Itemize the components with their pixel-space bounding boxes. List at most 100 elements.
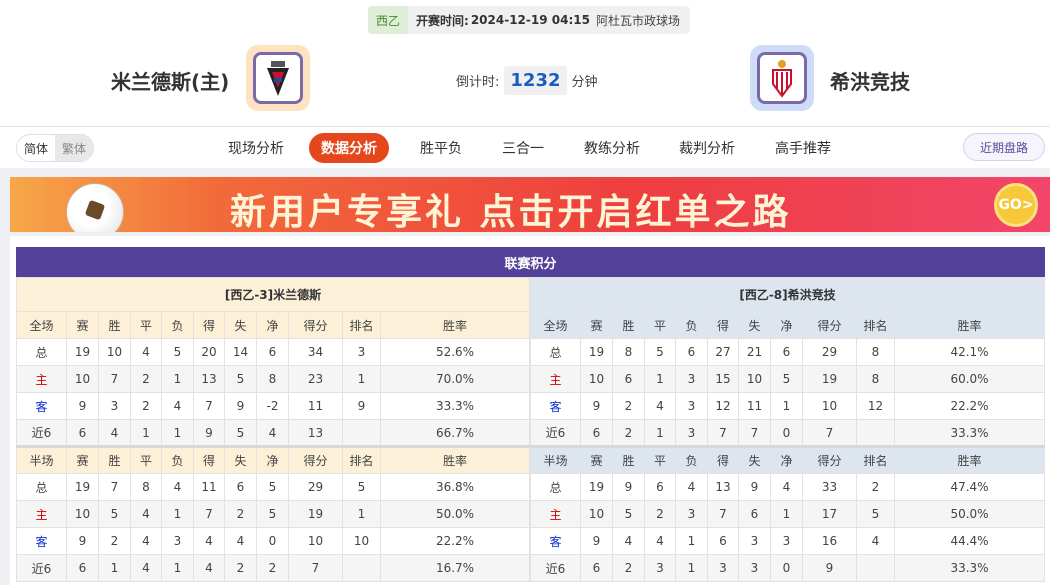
table-cell: 10	[66, 365, 99, 393]
column-header: 失	[224, 311, 257, 339]
table-cell: 6	[66, 554, 99, 582]
table-cell: 2	[130, 392, 162, 420]
table-cell: 6	[738, 500, 771, 528]
traditional-button[interactable]: 繁体	[55, 135, 93, 161]
table-cell: 9	[738, 473, 771, 501]
column-header: 负	[161, 445, 194, 474]
table-cell: 9	[802, 554, 857, 582]
row-label: 近6	[530, 419, 581, 447]
table-cell: 6	[580, 419, 613, 447]
table-cell: 9	[612, 473, 645, 501]
table-cell: 4	[130, 554, 162, 582]
countdown: 倒计时: 1232 分钟	[456, 66, 598, 95]
header-row: 半场赛胜平负得失净得分 排名 胜率	[16, 445, 530, 474]
column-header: 净	[770, 311, 803, 339]
table-cell: 4	[644, 527, 676, 555]
table-cell: 1	[675, 527, 708, 555]
table-cell: 7	[707, 419, 739, 447]
column-header: 胜率	[894, 311, 1045, 339]
table-cell: 4	[224, 527, 257, 555]
table-cell: 5	[612, 500, 645, 528]
table-cell: 42.1%	[894, 338, 1045, 366]
header-row: 半场赛胜平负得失净得分 排名 胜率	[530, 445, 1045, 474]
tab-referee-analysis[interactable]: 裁判分析	[679, 141, 735, 157]
simplified-button[interactable]: 简体	[23, 141, 48, 156]
table-cell: 33	[802, 473, 857, 501]
table-cell: -2	[256, 392, 289, 420]
header-row: 全场赛胜平负得失净得分 排名 胜率	[16, 311, 530, 339]
table-cell: 60.0%	[894, 365, 1045, 393]
table-cell	[342, 554, 381, 582]
column-header: 平	[644, 311, 676, 339]
tab-coach-analysis[interactable]: 教练分析	[584, 141, 640, 157]
table-cell: 66.7%	[380, 419, 530, 447]
countdown-value: 1232	[504, 66, 567, 95]
table-cell: 9	[580, 527, 613, 555]
table-row: 总 19 10 4 5 20 14 6 34 3 52.6%	[16, 338, 530, 366]
table-cell: 8	[612, 338, 645, 366]
table-cell: 22.2%	[380, 527, 530, 555]
row-label: 主	[16, 500, 67, 528]
tab-win-draw-loss[interactable]: 胜平负	[420, 141, 462, 157]
table-cell: 11	[738, 392, 771, 420]
table-cell: 1	[130, 419, 162, 447]
table-cell: 7	[802, 419, 857, 447]
tab-live-analysis[interactable]: 现场分析	[228, 141, 284, 157]
go-button[interactable]: GO>	[994, 183, 1038, 227]
table-cell: 10	[288, 527, 343, 555]
table-cell: 2	[224, 500, 257, 528]
home-team-logo[interactable]	[246, 45, 310, 111]
table-cell: 6	[675, 338, 708, 366]
table-cell: 6	[612, 365, 645, 393]
table-cell: 13	[288, 419, 343, 447]
column-header: 排名	[856, 311, 895, 339]
table-cell: 3	[675, 419, 708, 447]
column-header: 胜率	[894, 445, 1045, 474]
row-label: 客	[16, 527, 67, 555]
table-cell: 8	[856, 365, 895, 393]
promo-banner[interactable]: 新用户专享礼 点击开启红单之路 GO>	[10, 177, 1050, 232]
table-cell: 27	[707, 338, 739, 366]
table-cell: 5	[644, 338, 676, 366]
table-cell: 2	[98, 527, 131, 555]
table-cell: 10	[66, 500, 99, 528]
table-cell: 4	[130, 500, 162, 528]
table-cell: 2	[224, 554, 257, 582]
home-team-name[interactable]: 米兰德斯(主)	[111, 70, 230, 94]
table-cell	[342, 419, 381, 447]
away-team-name[interactable]: 希洪竞技	[830, 70, 910, 94]
table-row: 近6 6 4 1 1 9 5 4 13 66.7%	[16, 419, 530, 447]
away-team-logo[interactable]	[750, 45, 814, 111]
football-icon	[66, 183, 124, 232]
tab-expert-picks[interactable]: 高手推荐	[775, 141, 831, 157]
table-cell: 5	[256, 500, 289, 528]
table-cell: 17	[802, 500, 857, 528]
column-header: 得	[707, 311, 739, 339]
table-cell: 19	[802, 365, 857, 393]
table-row: 主 10 7 2 1 13 5 8 23 1 70.0%	[16, 365, 530, 393]
league-badge[interactable]: 西乙	[368, 6, 408, 34]
table-cell: 47.4%	[894, 473, 1045, 501]
table-cell	[856, 554, 895, 582]
table-cell: 0	[770, 419, 803, 447]
table-cell: 33.3%	[894, 554, 1045, 582]
table-cell: 3	[161, 527, 194, 555]
tab-three-in-one[interactable]: 三合一	[502, 141, 544, 157]
tab-data-analysis[interactable]: 数据分析	[309, 133, 389, 163]
table-row: 近6 6 2 1 3 7 7 0 7 33.3%	[530, 419, 1045, 447]
column-header: 排名	[856, 445, 895, 474]
table-cell: 36.8%	[380, 473, 530, 501]
recent-handicap-button[interactable]: 近期盘路	[963, 133, 1045, 161]
table-row: 总 19 9 6 4 13 9 4 33 2 47.4%	[530, 473, 1045, 501]
countdown-unit: 分钟	[571, 75, 598, 90]
row-label: 主	[530, 500, 581, 528]
away-standings: [西乙-8]希洪竞技 全场赛胜平负得失净得分 排名 胜率总 19 8 5 6 27 21 6 29 8 4…	[530, 277, 1045, 582]
table-cell: 7	[98, 365, 131, 393]
column-header: 失	[738, 311, 771, 339]
table-cell: 1	[675, 554, 708, 582]
column-header: 得	[707, 445, 739, 474]
table-cell: 2	[256, 554, 289, 582]
table-cell: 9	[580, 392, 613, 420]
table-cell: 5	[98, 500, 131, 528]
home-standings: [西乙-3]米兰德斯 全场赛胜平负得失净得分 排名 胜率总 19 10 4 5 20 14 6 34 3…	[16, 277, 530, 582]
